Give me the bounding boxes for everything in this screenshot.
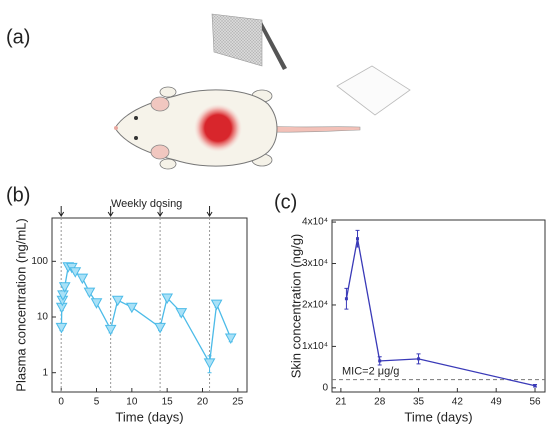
y-tick-label: 2x10⁴ [302, 300, 328, 311]
x-tick-label: 49 [491, 397, 503, 408]
data-line [345, 238, 536, 387]
data-point [55, 322, 68, 334]
y-axis-label: Plasma concentration (ng/mL) [13, 218, 28, 391]
panel-label: (b) [6, 184, 30, 206]
x-tick-label: 20 [197, 397, 209, 408]
mouse-illustration [114, 13, 411, 170]
data-point [83, 287, 96, 299]
y-tick-label: 0 [322, 382, 328, 393]
y-tick-label: 4x10⁴ [302, 217, 328, 228]
x-tick-label: 56 [529, 397, 541, 408]
data-point [154, 322, 166, 334]
y-tick-label: 10 [37, 312, 49, 323]
data-point [161, 293, 174, 304]
data-point [90, 298, 103, 309]
data-point [125, 302, 138, 314]
reference-label: MIC=2 μg/g [342, 365, 399, 377]
x-tick-label: 35 [413, 397, 425, 408]
data-point [210, 299, 223, 311]
dosing-arrow [157, 206, 164, 217]
x-tick-label: 21 [335, 397, 347, 408]
dosing-arrow [107, 206, 114, 217]
data-point [104, 324, 117, 336]
x-tick-label: 5 [94, 397, 100, 408]
data-point [344, 297, 348, 301]
plot-frame [51, 217, 248, 393]
y-tick-label: 1x10⁴ [302, 341, 328, 352]
y-axis-label: Skin concentration (ng/g) [288, 234, 303, 379]
y-tick-label: 1 [42, 367, 48, 378]
x-tick-label: 28 [374, 397, 386, 408]
x-tick-label: 42 [452, 397, 464, 408]
plot-frame [331, 219, 546, 393]
data-point [378, 359, 382, 363]
x-tick-label: 10 [126, 397, 138, 408]
data-point [111, 295, 124, 307]
data-point [417, 357, 421, 361]
data-point [76, 273, 89, 285]
dosing-arrow [58, 206, 65, 217]
x-tick-label: 15 [162, 397, 174, 408]
panel-label: (a) [6, 26, 30, 48]
data-point [356, 237, 360, 241]
y-tick-label: 100 [31, 256, 48, 267]
data-point [203, 358, 216, 369]
data-point [533, 384, 537, 388]
data-point [175, 308, 188, 319]
x-tick-label: 0 [58, 397, 64, 408]
annotation: Weekly dosing [111, 198, 182, 210]
x-axis-label: Time (days) [115, 409, 183, 424]
x-tick-label: 25 [232, 397, 244, 408]
data-point [57, 290, 69, 301]
y-tick-label: 3x10⁴ [302, 258, 328, 269]
panel-label: (c) [274, 191, 297, 213]
x-axis-label: Time (days) [404, 409, 472, 424]
dosing-arrow [206, 206, 213, 217]
data-point [69, 267, 82, 278]
data-point [224, 333, 237, 345]
data-point [58, 282, 71, 293]
data-line [60, 265, 232, 365]
